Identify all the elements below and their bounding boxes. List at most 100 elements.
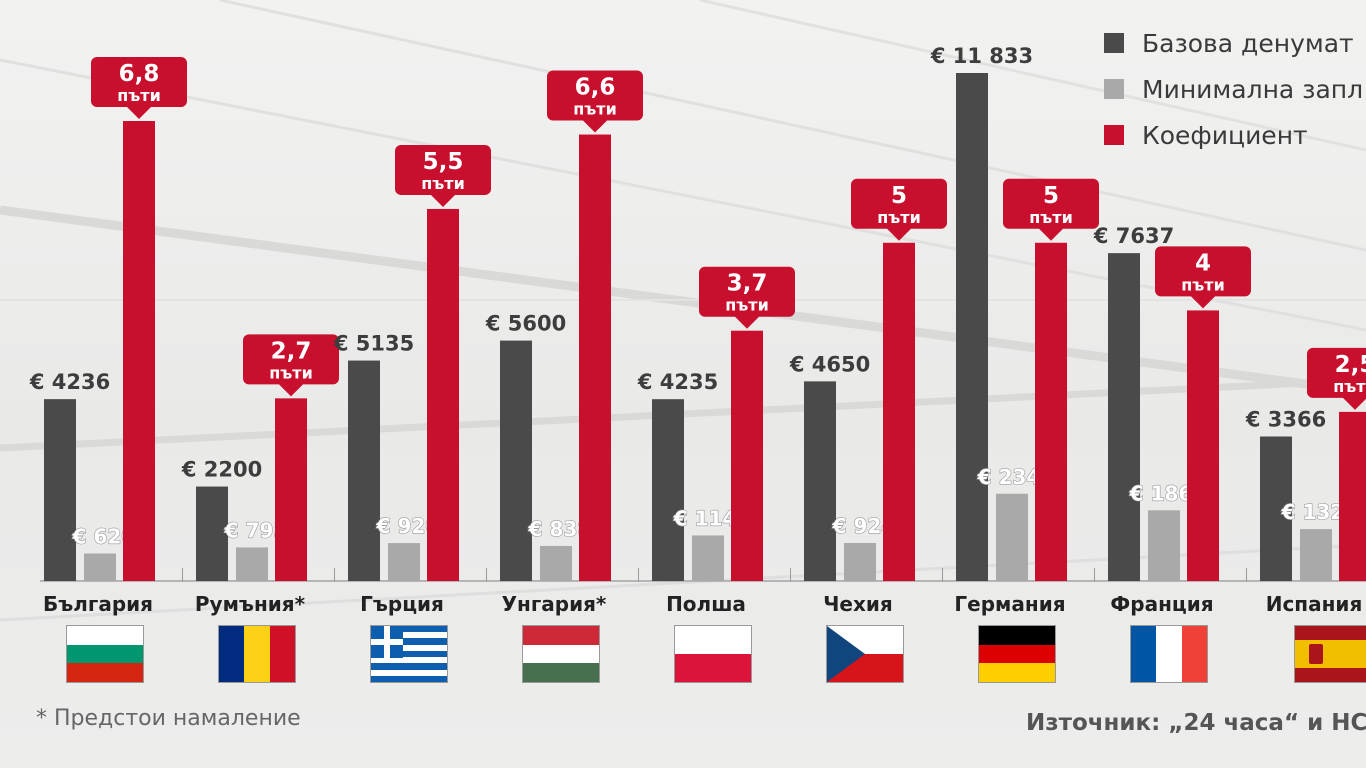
bar-base-cat-5 xyxy=(804,381,836,581)
category-divider xyxy=(486,568,487,582)
category-label-cat-1: Румъния* xyxy=(195,592,306,616)
data-label-base-cat-4: € 4235 xyxy=(637,370,718,394)
bulgaria-flag-icon xyxy=(66,625,144,683)
bar-minimum-cat-7 xyxy=(1148,510,1180,581)
bar-coefficient-cat-6 xyxy=(1035,242,1067,581)
data-label-base-cat-1: € 2200 xyxy=(181,458,262,482)
legend: Базова дeнумат Минимална запл Коефициент xyxy=(1104,20,1366,158)
bar-minimum-cat-4 xyxy=(692,535,724,581)
france-flag-icon xyxy=(1130,625,1208,683)
category-divider xyxy=(790,568,791,582)
callout-value-cat-6: 5 xyxy=(1043,183,1059,209)
callout-coefficient-cat-8 xyxy=(1307,347,1366,410)
legend-label-coefficient: Коефициент xyxy=(1142,120,1308,150)
bar-minimum-cat-0 xyxy=(84,553,116,581)
bar-coefficient-cat-5 xyxy=(883,242,915,581)
callout-coefficient-cat-7 xyxy=(1155,246,1251,309)
callout-times-cat-5: пъти xyxy=(877,208,921,227)
callout-times-cat-4: пъти xyxy=(725,296,769,315)
category-label-cat-6: Германия xyxy=(954,592,1065,616)
bar-base-cat-8 xyxy=(1260,436,1292,581)
callout-times-cat-1: пъти xyxy=(269,363,313,382)
category-divider xyxy=(638,568,639,582)
callout-coefficient-cat-6 xyxy=(1003,178,1099,241)
czechia-flag-icon xyxy=(826,625,904,683)
source-note: Източник: „24 часа“ и НС xyxy=(1026,710,1366,736)
callout-value-cat-7: 4 xyxy=(1195,250,1211,276)
bar-coefficient-cat-7 xyxy=(1187,310,1219,581)
germany-flag-icon xyxy=(978,625,1056,683)
callout-value-cat-8: 2,5 xyxy=(1335,352,1366,378)
callout-times-cat-2: пъти xyxy=(421,174,465,193)
data-label-base-cat-3: € 5600 xyxy=(485,312,566,336)
category-label-cat-4: Полша xyxy=(666,592,746,616)
poland-flag-icon xyxy=(674,625,752,683)
callout-times-cat-3: пъти xyxy=(573,100,617,119)
callout-value-cat-0: 6,8 xyxy=(119,61,160,87)
category-label-cat-5: Чехия xyxy=(823,592,892,616)
callout-value-cat-2: 5,5 xyxy=(423,149,464,175)
category-divider xyxy=(1246,568,1247,582)
bar-coefficient-cat-3 xyxy=(579,134,611,581)
bar-base-cat-3 xyxy=(500,340,532,581)
bar-minimum-cat-2 xyxy=(388,543,420,581)
callout-times-cat-8: пъти xyxy=(1333,377,1366,396)
callout-times-cat-0: пъти xyxy=(117,86,161,105)
legend-item-minimum: Минимална запл xyxy=(1104,66,1366,112)
bar-minimum-cat-6 xyxy=(996,493,1028,581)
bar-base-cat-1 xyxy=(196,486,228,581)
category-label-cat-0: България xyxy=(43,592,153,616)
data-label-base-cat-7: € 7637 xyxy=(1093,224,1174,248)
legend-label-base: Базова дeнумат xyxy=(1142,28,1354,58)
legend-swatch-coefficient xyxy=(1104,125,1124,145)
data-label-base-cat-5: € 4650 xyxy=(789,352,870,376)
category-label-cat-2: Гърция xyxy=(360,592,444,616)
category-label-cat-8: Испания xyxy=(1266,592,1363,616)
data-label-base-cat-6: € 11 833 xyxy=(930,44,1033,68)
callout-coefficient-cat-4 xyxy=(699,266,795,329)
callout-coefficient-cat-2 xyxy=(395,144,491,207)
category-divider xyxy=(182,568,183,582)
bar-minimum-cat-5 xyxy=(844,542,876,581)
bar-minimum-cat-3 xyxy=(540,545,572,581)
legend-label-minimum: Минимална запл xyxy=(1142,74,1364,104)
callout-value-cat-1: 2,7 xyxy=(271,338,312,364)
bar-base-cat-6 xyxy=(956,73,988,581)
callout-value-cat-4: 3,7 xyxy=(727,271,768,297)
data-label-base-cat-0: € 4236 xyxy=(29,370,110,394)
bar-base-cat-2 xyxy=(348,360,380,581)
spain-flag-icon xyxy=(1294,625,1366,683)
data-label-base-cat-2: € 5135 xyxy=(333,332,414,356)
bar-coefficient-cat-8 xyxy=(1339,411,1366,581)
bar-coefficient-cat-2 xyxy=(427,208,459,582)
bar-base-cat-4 xyxy=(652,399,684,581)
bar-minimum-cat-1 xyxy=(236,547,268,581)
bar-coefficient-cat-1 xyxy=(275,398,307,581)
category-divider xyxy=(334,568,335,582)
bar-minimum-cat-8 xyxy=(1300,529,1332,581)
callout-times-cat-6: пъти xyxy=(1029,208,1073,227)
category-label-cat-7: Франция xyxy=(1110,592,1213,616)
bar-coefficient-cat-4 xyxy=(731,330,763,581)
callout-times-cat-7: пъти xyxy=(1181,275,1225,294)
romania-flag-icon xyxy=(218,625,296,683)
bar-coefficient-cat-0 xyxy=(123,121,155,581)
category-divider xyxy=(1094,568,1095,582)
callout-coefficient-cat-5 xyxy=(851,178,948,241)
greece-flag-icon xyxy=(370,625,448,683)
legend-item-coefficient: Коефициент xyxy=(1104,112,1366,158)
category-divider xyxy=(942,568,943,582)
callout-coefficient-cat-0 xyxy=(91,57,187,119)
hungary-flag-icon xyxy=(522,625,600,683)
legend-swatch-base xyxy=(1104,33,1124,53)
bar-base-cat-7 xyxy=(1108,253,1140,582)
category-label-cat-3: Унгария* xyxy=(502,592,607,616)
legend-item-base: Базова дeнумат xyxy=(1104,20,1366,66)
data-label-base-cat-8: € 3366 xyxy=(1245,407,1326,431)
bar-base-cat-0 xyxy=(44,399,76,581)
legend-swatch-minimum xyxy=(1104,79,1124,99)
callout-coefficient-cat-1 xyxy=(243,334,339,397)
callout-value-cat-3: 6,6 xyxy=(575,75,616,101)
